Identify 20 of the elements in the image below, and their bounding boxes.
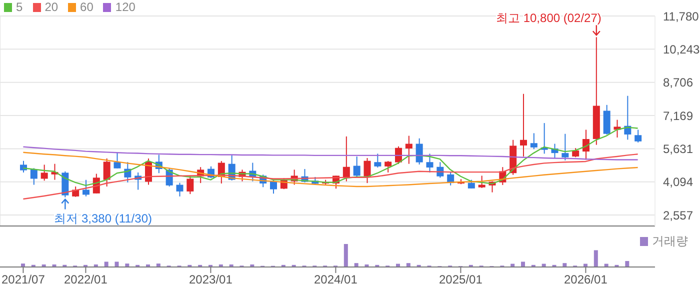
- legend-label: 120: [115, 0, 136, 14]
- y-tick-label: 2,557: [663, 208, 694, 222]
- x-tick-label: 2024/01: [314, 272, 358, 287]
- annotation: 최고 10,800 (02/27): [496, 11, 602, 26]
- x-tick-label: 2025/01: [439, 272, 483, 287]
- x-tick-label: 2026/01: [564, 272, 608, 287]
- legend-label: 20: [44, 0, 58, 14]
- x-tick-label: 2022/01: [64, 272, 108, 287]
- y-tick-label: 8,706: [663, 76, 694, 90]
- legend-label: 5: [16, 0, 23, 14]
- x-tick-label: 2021/07: [2, 272, 46, 287]
- y-tick-label: 5,631: [663, 142, 694, 156]
- legend-label: 거래량: [652, 233, 688, 250]
- y-tick-label: 7,169: [663, 108, 694, 123]
- legend-label: 60: [80, 0, 94, 14]
- y-tick-label: 11,780: [663, 9, 700, 24]
- annotation: 최저 3,380 (11/30): [54, 211, 152, 226]
- y-tick-label: 10,243: [663, 42, 700, 56]
- y-tick-label: 4,094: [663, 175, 694, 190]
- x-tick-label: 2023/01: [189, 272, 233, 287]
